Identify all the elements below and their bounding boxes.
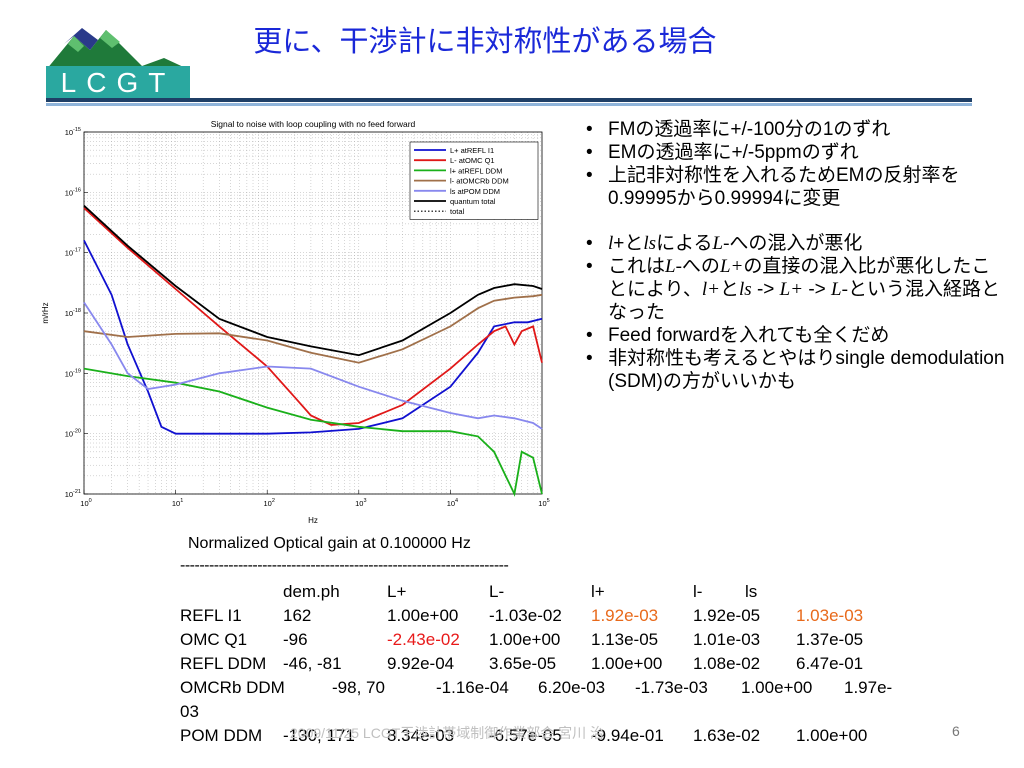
chart-grid — [83, 132, 542, 495]
series-line — [83, 367, 543, 497]
bullet-item: Feed forwardを入れても全くだめ — [586, 324, 1006, 347]
table-cell: -9.94e-01 — [591, 726, 664, 745]
table-cell: 1.63e-02 — [693, 726, 761, 745]
series-line — [83, 205, 543, 357]
table-cell: 1.97e- — [844, 678, 893, 697]
table-cell: 1.00e+00 — [387, 606, 459, 625]
row-label: 03 — [180, 702, 199, 721]
footer-text: 2009/11/25 LCGT干渉計帯域制御作業部会 宮川 治 — [290, 725, 605, 741]
y-axis-label: m/rHz — [41, 302, 50, 323]
y-tick-label: 10-17 — [65, 248, 81, 258]
table-cell: 1.00e+00 — [489, 630, 561, 649]
row-label: OMCRb DDM — [180, 678, 285, 697]
table-cell: -98, 70 — [332, 678, 385, 697]
x-tick-label: 102 — [263, 498, 274, 508]
title-divider — [46, 98, 972, 102]
svg-text:LCGT: LCGT — [61, 67, 176, 98]
table-cell: 9.92e-04 — [387, 654, 455, 673]
table-cell: 1.01e-03 — [693, 630, 761, 649]
y-tick-label: 10-16 — [65, 187, 81, 197]
x-axis-label: Hz — [308, 516, 318, 525]
table-cell: -46, -81 — [283, 654, 342, 673]
table-cell: 162 — [283, 606, 312, 625]
table-cell: 1.08e-02 — [693, 654, 761, 673]
table-cell: 6.47e-01 — [796, 654, 864, 673]
table-cell: 1.37e-05 — [796, 630, 864, 649]
header-cell: L- — [489, 582, 505, 601]
lcgt-logo: LCGT — [46, 28, 190, 98]
y-tick-label: 10-19 — [65, 368, 81, 378]
header-cell: ls — [745, 582, 758, 601]
bullet-item: 非対称性も考えるとやはりsingle demodulation (SDM)の方が… — [586, 347, 1006, 393]
table-cell: 1.00e+00 — [796, 726, 868, 745]
legend-label: l+ atREFL DDM — [450, 166, 502, 175]
bullet-item: FMの透過率に+/-100分の1のずれ — [586, 118, 1006, 141]
table-cell: 1.03e-03 — [796, 606, 864, 625]
row-label: REFL DDM — [180, 654, 267, 673]
chart-legend: L+ atREFL I1L- atOMC Q1l+ atREFL DDM l- a… — [409, 141, 539, 220]
legend-label: total — [450, 207, 465, 216]
chart-series — [83, 205, 543, 497]
bullet-item: 上記非対称性を入れるためEMの反射率を0.99995から0.99994に変更 — [586, 164, 1006, 210]
x-tick-label: 101 — [172, 498, 183, 508]
table-cell: -6.57e-05 — [489, 726, 562, 745]
x-tick-label: 103 — [355, 498, 366, 508]
page-number: 6 — [952, 723, 960, 739]
bullet-item: l+とlsによるL-への混入が悪化 — [586, 232, 1006, 255]
row-label: OMC Q1 — [180, 630, 248, 649]
table-caption: Normalized Optical gain at 0.100000 Hz — [188, 535, 471, 552]
legend-label: ls atPOM DDM — [450, 187, 500, 196]
table-cell: -1.16e-04 — [436, 678, 509, 697]
legend-label: L+ atREFL I1 — [450, 146, 494, 155]
legend-label: L- atOMC Q1 — [450, 156, 495, 165]
x-tick-label: 100 — [80, 498, 91, 508]
series-line — [83, 205, 543, 356]
chart-ticks: 100 101 102 103 104 105 10-21 10-20 10-19 10-18 10… — [65, 127, 550, 508]
title-divider-light — [46, 103, 972, 106]
table-cell: -130, 171 — [283, 726, 355, 745]
x-tick-label: 105 — [538, 498, 549, 508]
table-cell: 6.20e-03 — [538, 678, 606, 697]
table-cell: -96 — [283, 630, 308, 649]
y-tick-label: 10-18 — [65, 308, 81, 318]
header-cell: l- — [693, 582, 703, 601]
y-tick-label: 10-21 — [65, 489, 81, 499]
header-cell: l+ — [591, 582, 605, 601]
legend-label: quantum total — [450, 197, 496, 206]
series-line — [83, 293, 543, 364]
y-tick-label: 10-15 — [65, 127, 81, 137]
bullet-item: EMの透過率に+/-5ppmのずれ — [586, 141, 1006, 164]
series-line — [83, 207, 543, 426]
table-cell: 1.92e-03 — [591, 606, 659, 625]
table-cell: 1.00e+00 — [741, 678, 813, 697]
table-cell: 3.65e-05 — [489, 654, 557, 673]
slide-title: 更に、干渉計に非対称性がある場合 — [253, 26, 717, 58]
table-cell: 1.92e-05 — [693, 606, 761, 625]
header-cell: L+ — [387, 582, 407, 601]
bullet-list: FMの透過率に+/-100分の1のずれ EMの透過率に+/-5ppmのずれ 上記… — [586, 118, 1006, 393]
table-cell: -2.43e-02 — [387, 630, 460, 649]
table-rule: ----------------------------------------… — [180, 557, 509, 574]
x-tick-label: 104 — [447, 498, 458, 508]
chart-title: Signal to noise with loop coupling with … — [211, 119, 416, 129]
bullet-item: これはL-へのL+の直接の混入比が悪化したことにより、l+とls -> L+ -… — [586, 255, 1006, 324]
y-tick-label: 10-20 — [65, 429, 81, 439]
table-cell: 1.13e-05 — [591, 630, 659, 649]
table-cell: -1.03e-02 — [489, 606, 562, 625]
legend-label: l- atOMCRb DDM — [450, 177, 509, 186]
noise-chart: Signal to noise with loop coupling with … — [41, 119, 550, 525]
row-label: POM DDM — [180, 726, 263, 745]
table-cell: -1.73e-03 — [635, 678, 708, 697]
row-label: REFL I1 — [180, 606, 242, 625]
header-cell: dem.ph — [283, 582, 340, 601]
series-line — [83, 239, 543, 435]
series-line — [83, 301, 543, 430]
table-cell: 8.34e-03 — [387, 726, 455, 745]
table-cell: 1.00e+00 — [591, 654, 663, 673]
